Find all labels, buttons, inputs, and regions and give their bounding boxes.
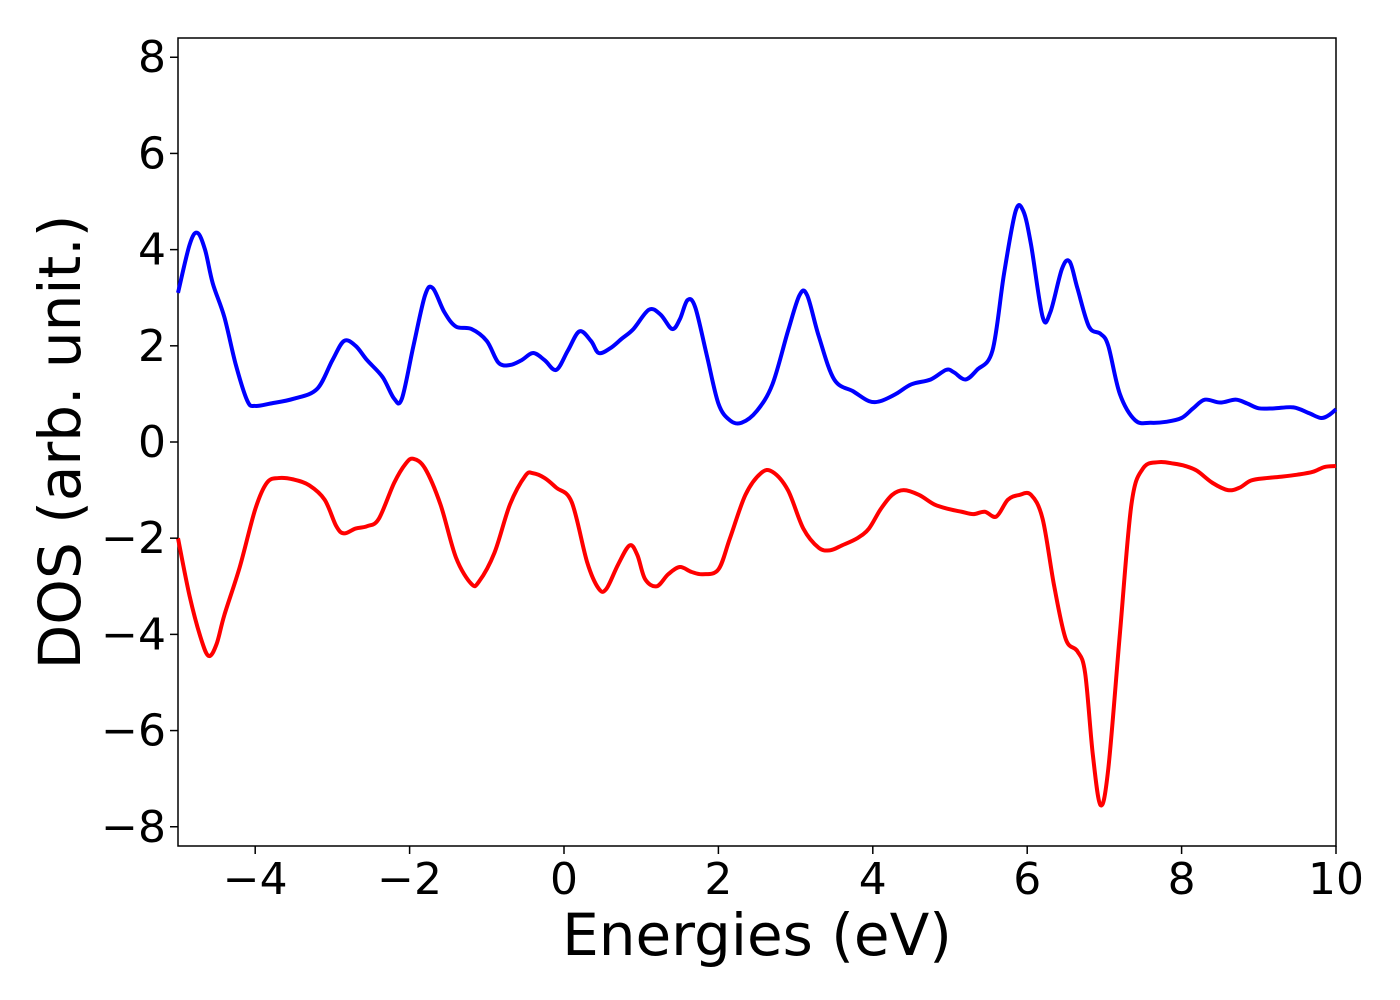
series-layer [176,203,1338,808]
series-line-blue [176,203,1338,426]
y-tick-label: −6 [101,706,166,757]
y-tick-label: 4 [138,225,166,276]
x-axis-title: Energies (eV) [562,901,952,969]
x-tick-label: 6 [1013,854,1041,905]
y-tick-label: −8 [101,802,166,853]
x-axis-ticks: −4 −2 0 2 4 6 8 10 [223,846,1364,905]
y-axis-title: DOS (arb. unit.) [26,215,94,670]
y-tick-label: 0 [138,417,166,468]
x-tick-label: 10 [1308,854,1364,905]
x-tick-label: 0 [550,854,578,905]
x-tick-label: 8 [1168,854,1196,905]
x-tick-label: 4 [859,854,887,905]
y-tick-label: 2 [138,321,166,372]
x-tick-label: −4 [223,854,288,905]
y-axis-ticks: 8 6 4 2 0 −2 −4 −6 −8 [101,32,178,853]
y-tick-label: −2 [101,513,166,564]
y-tick-label: 8 [138,32,166,83]
series-line-red [176,456,1337,808]
x-tick-label: 2 [704,854,732,905]
y-tick-label: 6 [138,128,166,179]
plot-area [177,37,1337,847]
y-tick-label: −4 [101,609,166,660]
x-tick-label: −2 [377,854,442,905]
